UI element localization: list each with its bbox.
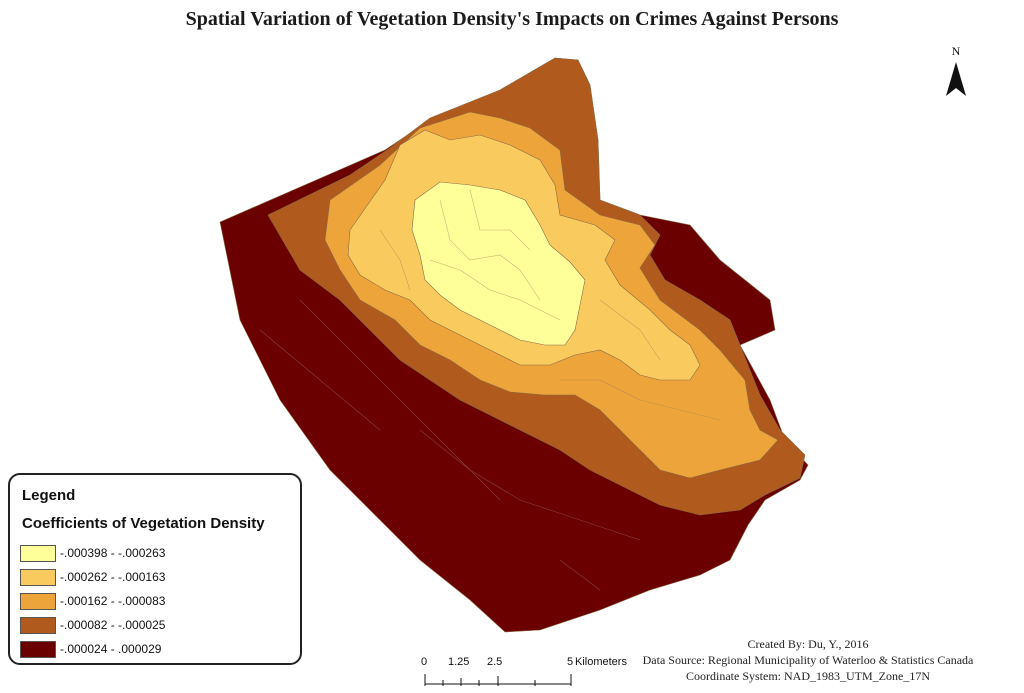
north-arrow: N [938,44,974,104]
class-1-region [411,181,586,346]
legend-label: -.000162 - -.000083 [60,594,166,608]
legend-swatch [20,640,56,658]
created-by: Created By: Du, Y., 2016 [747,637,869,651]
legend-item: -.000262 - -.000163 [20,565,165,589]
data-source: Data Source: Regional Municipality of Wa… [642,653,974,667]
scale-tick-label: 2.5 [487,656,503,668]
map-title: Spatial Variation of Vegetation Density'… [185,8,839,30]
legend-swatch [20,616,56,634]
legend: Legend Coefficients of Vegetation Densit… [8,473,302,665]
legend-item: -.000082 - -.000025 [20,613,165,637]
scale-tick-label: 1.25 [448,656,470,668]
coordinate-system: Coordinate System: NAD_1983_UTM_Zone_17N [686,669,930,683]
legend-label: -.000082 - -.000025 [60,618,166,632]
legend-swatch [20,544,56,562]
tract-boundaries [259,189,721,591]
north-arrow-icon [946,62,966,96]
legend-subtitle: Coefficients of Vegetation Density [22,515,265,532]
north-letter: N [951,44,961,58]
legend-item: -.000162 - -.000083 [20,589,165,613]
scale-tick-label: 0 [421,656,428,668]
legend-items: -.000398 - -.000263 -.000262 - -.000163 … [20,541,165,661]
legend-label: -.000024 - .000029 [60,642,162,656]
legend-label: -.000262 - -.000163 [60,570,166,584]
legend-swatch [20,592,56,610]
map-credits: Created By: Du, Y., 2016 Data Source: Re… [598,636,1018,684]
legend-item: -.000398 - -.000263 [20,541,165,565]
scale-bar: 0 1.25 2.5 5 Kilometers [415,656,627,690]
legend-swatch [20,568,56,586]
legend-label: -.000398 - -.000263 [60,546,166,560]
legend-title: Legend [22,487,76,504]
legend-item: -.000024 - .000029 [20,637,165,661]
scale-bar-graphic [424,674,572,686]
scale-unit-label: Kilometers [575,656,627,668]
scale-tick-label: 5 [567,656,574,668]
